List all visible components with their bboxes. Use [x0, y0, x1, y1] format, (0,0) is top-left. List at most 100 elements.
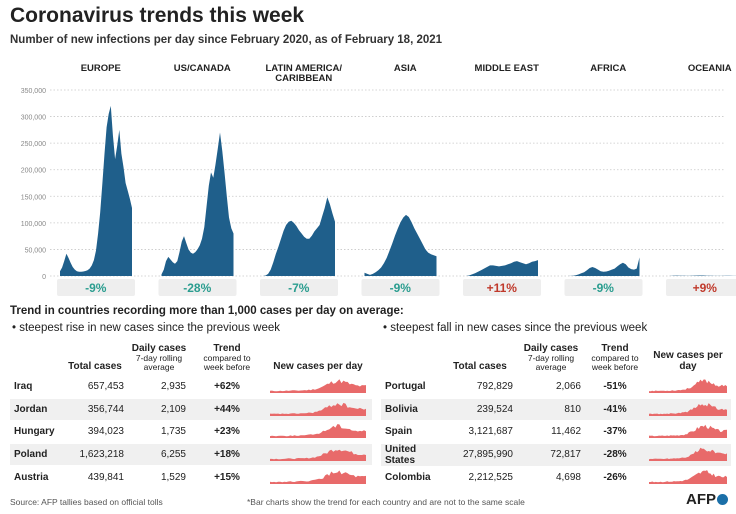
fall-table: Total cases Daily cases 7-day rolling ave…: [381, 343, 731, 490]
sparkline-cell: [264, 443, 372, 467]
region-label: ASIA: [394, 63, 417, 74]
cell-daily: 1,735: [128, 420, 190, 444]
source-note: Source: AFP tallies based on official to…: [10, 497, 163, 507]
afp-logo-dot: [717, 494, 728, 505]
rise-table: Total cases Daily cases 7-day rolling ave…: [10, 343, 372, 489]
cell-trend: -28%: [585, 443, 645, 467]
cell-trend: +15%: [190, 465, 264, 489]
cell-daily: 2,066: [517, 376, 585, 399]
y-tick-label: 0: [42, 274, 46, 281]
trend-pill: [564, 279, 643, 296]
regional-area-charts: 0 50,000 100,000 150,000 200,000 250,000 300,0…: [21, 63, 736, 296]
cell-trend: +62%: [190, 376, 264, 399]
sparkline-area: [270, 449, 366, 462]
sparkline-cell: [645, 466, 731, 490]
fall-heading: • steepest fall in new cases since the p…: [383, 322, 648, 334]
cell-country: Poland: [10, 443, 62, 467]
region-label: AFRICA: [590, 63, 626, 74]
sparkline-area: [649, 379, 727, 394]
sparkline: [649, 379, 727, 394]
cell-daily: 810: [517, 398, 585, 422]
rise-heading: • steepest rise in new cases since the p…: [12, 322, 281, 334]
header-daily: Daily cases 7-day rolling average: [131, 343, 187, 372]
cell-daily: 11,462: [517, 420, 585, 444]
cell-country: Iraq: [10, 376, 62, 399]
trend-value: -9%: [593, 281, 615, 295]
sparkline-area: [270, 424, 366, 439]
y-tick-label: 300,000: [21, 115, 46, 122]
y-tick-label: 250,000: [21, 141, 46, 148]
chart-title: Coronavirus trends this week: [10, 4, 305, 27]
table-row: Spain 3,121,687 11,462 -37%: [381, 420, 731, 444]
sparkline-area: [270, 402, 366, 416]
cell-country: Hungary: [10, 420, 62, 444]
cell-trend: -26%: [585, 466, 645, 490]
cell-total: 394,023: [62, 420, 128, 444]
trend-value: -7%: [288, 281, 310, 295]
header-daily: Daily cases 7-day rolling average: [523, 343, 579, 372]
header-spark: New cases per day: [653, 350, 723, 372]
cell-trend: -41%: [585, 398, 645, 422]
y-tick-label: 50,000: [25, 247, 47, 254]
area-asia: [364, 214, 437, 276]
cell-total: 27,895,990: [443, 443, 517, 467]
y-tick-label: 150,000: [21, 194, 46, 201]
table-row: Hungary 394,023 1,735 +23%: [10, 420, 372, 444]
footnote: *Bar charts show the trend for each coun…: [247, 497, 525, 507]
cell-daily: 4,698: [517, 466, 585, 490]
cell-trend: +18%: [190, 443, 264, 467]
cell-daily: 2,935: [128, 376, 190, 399]
cell-total: 1,623,218: [62, 443, 128, 467]
cell-trend: +44%: [190, 398, 264, 422]
cell-country: United States: [381, 443, 443, 467]
region-label: MIDDLE EAST: [475, 63, 540, 74]
trend-value: -9%: [85, 281, 107, 295]
header-trend: Trend compared to week before: [591, 343, 639, 372]
sparkline-area: [270, 470, 366, 484]
sparkline-cell: [645, 398, 731, 422]
cell-total: 792,829: [443, 376, 517, 399]
region-label: US/CANADA: [174, 63, 231, 74]
sparkline-area: [649, 402, 727, 416]
area-middle: [466, 260, 538, 276]
trend-value: -9%: [390, 281, 412, 295]
region-label: OCEANIA: [688, 63, 732, 74]
cell-country: Jordan: [10, 398, 62, 422]
sparkline-area: [649, 447, 727, 462]
trend-pill: [666, 279, 736, 296]
table-row: Poland 1,623,218 6,255 +18%: [10, 443, 372, 467]
cell-total: 239,524: [443, 398, 517, 422]
trend-value: +11%: [487, 281, 518, 295]
y-tick-label: 200,000: [21, 168, 46, 175]
table-row: Jordan 356,744 2,109 +44%: [10, 398, 372, 422]
trend-pill: [158, 279, 237, 296]
cell-total: 439,841: [62, 465, 128, 489]
table-row: United States 27,895,990 72,817 -28%: [381, 443, 731, 467]
cell-country: Colombia: [381, 466, 443, 490]
area-oceania: [669, 275, 736, 276]
trend-pill: [463, 279, 541, 296]
sparkline-cell: [645, 443, 731, 467]
sparkline-area: [270, 379, 366, 394]
sparkline: [649, 402, 727, 416]
sparkline-cell: [264, 398, 372, 422]
trend-pill: [57, 279, 135, 296]
trend-pill: [260, 279, 338, 296]
sparkline-area: [649, 470, 727, 485]
area-europe: [60, 105, 132, 277]
region-label: CARIBBEAN: [275, 73, 332, 84]
table-row: Austria 439,841 1,529 +15%: [10, 465, 372, 489]
area-us: [161, 132, 234, 276]
sparkline: [270, 379, 366, 394]
sparkline: [649, 425, 727, 439]
cell-trend: +23%: [190, 420, 264, 444]
afp-logo: AFP: [686, 491, 728, 508]
header-total: Total cases: [453, 361, 507, 372]
table-row: Iraq 657,453 2,935 +62%: [10, 376, 372, 399]
cell-total: 2,212,525: [443, 466, 517, 490]
section-title: Trend in countries recording more than 1…: [10, 305, 404, 317]
y-tick-label: 100,000: [21, 221, 46, 228]
trend-value: +9%: [693, 281, 718, 295]
cell-country: Spain: [381, 420, 443, 444]
header-spark: New cases per day: [273, 361, 363, 372]
